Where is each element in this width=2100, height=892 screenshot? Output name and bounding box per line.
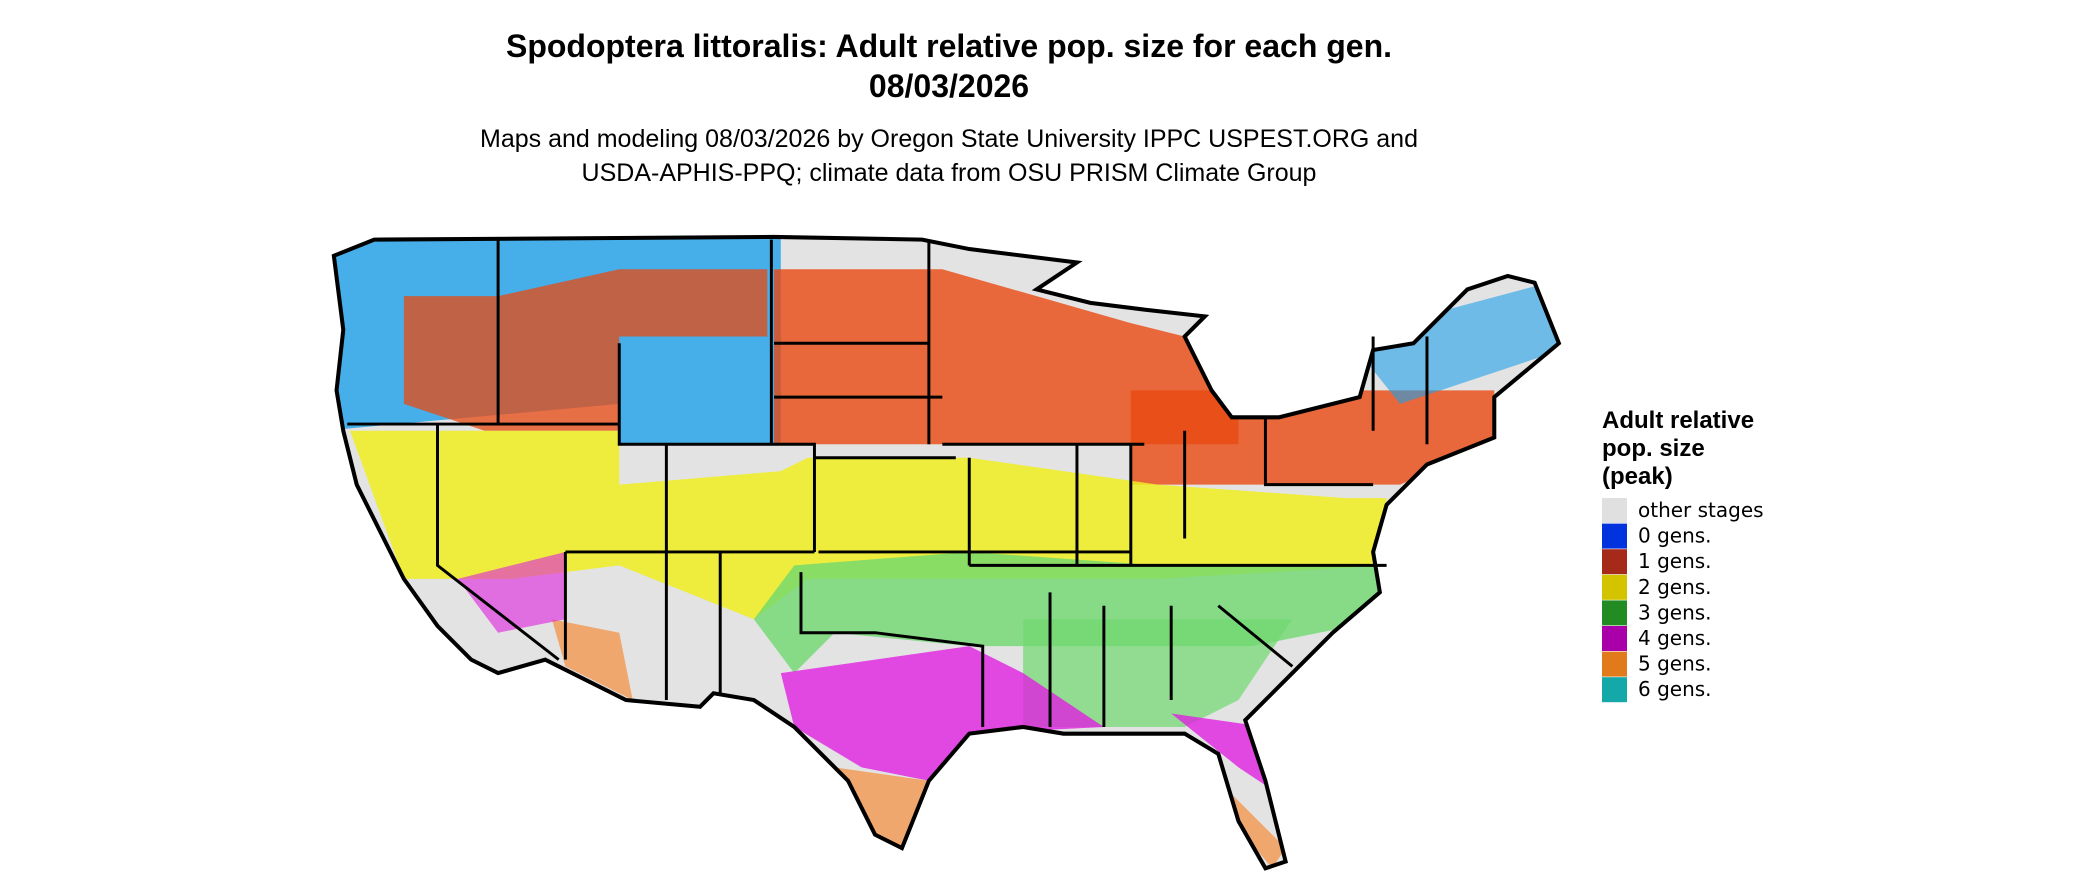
legend-swatch xyxy=(1602,600,1627,626)
legend-label: 6 gens. xyxy=(1638,677,1712,701)
legend-label: 2 gens. xyxy=(1638,575,1712,599)
legend-swatch xyxy=(1602,523,1627,549)
title: 08/03/2026 xyxy=(869,68,1029,104)
subtitle: USDA-APHIS-PPQ; climate data from OSU PR… xyxy=(582,159,1317,187)
legend-title: (peak) xyxy=(1602,463,1673,490)
legend-label: 0 gens. xyxy=(1638,524,1712,548)
legend-title: pop. size xyxy=(1602,435,1705,462)
legend-swatch xyxy=(1602,549,1627,575)
legend-swatch xyxy=(1602,626,1627,651)
legend-swatch xyxy=(1602,498,1627,523)
legend-swatch xyxy=(1602,651,1627,677)
title: Spodoptera littoralis: Adult relative po… xyxy=(506,28,1392,64)
map xyxy=(331,234,1562,871)
legend-label: 4 gens. xyxy=(1638,626,1712,650)
legend-label: other stages xyxy=(1638,498,1764,522)
legend-swatch xyxy=(1602,677,1627,703)
legend-label: 1 gens. xyxy=(1638,549,1712,573)
legend-title: Adult relative xyxy=(1602,407,1754,434)
legend-swatch xyxy=(1602,574,1627,600)
subtitle: Maps and modeling 08/03/2026 by Oregon S… xyxy=(480,125,1418,153)
legend-label: 3 gens. xyxy=(1638,600,1712,624)
legend-label: 5 gens. xyxy=(1638,652,1712,676)
